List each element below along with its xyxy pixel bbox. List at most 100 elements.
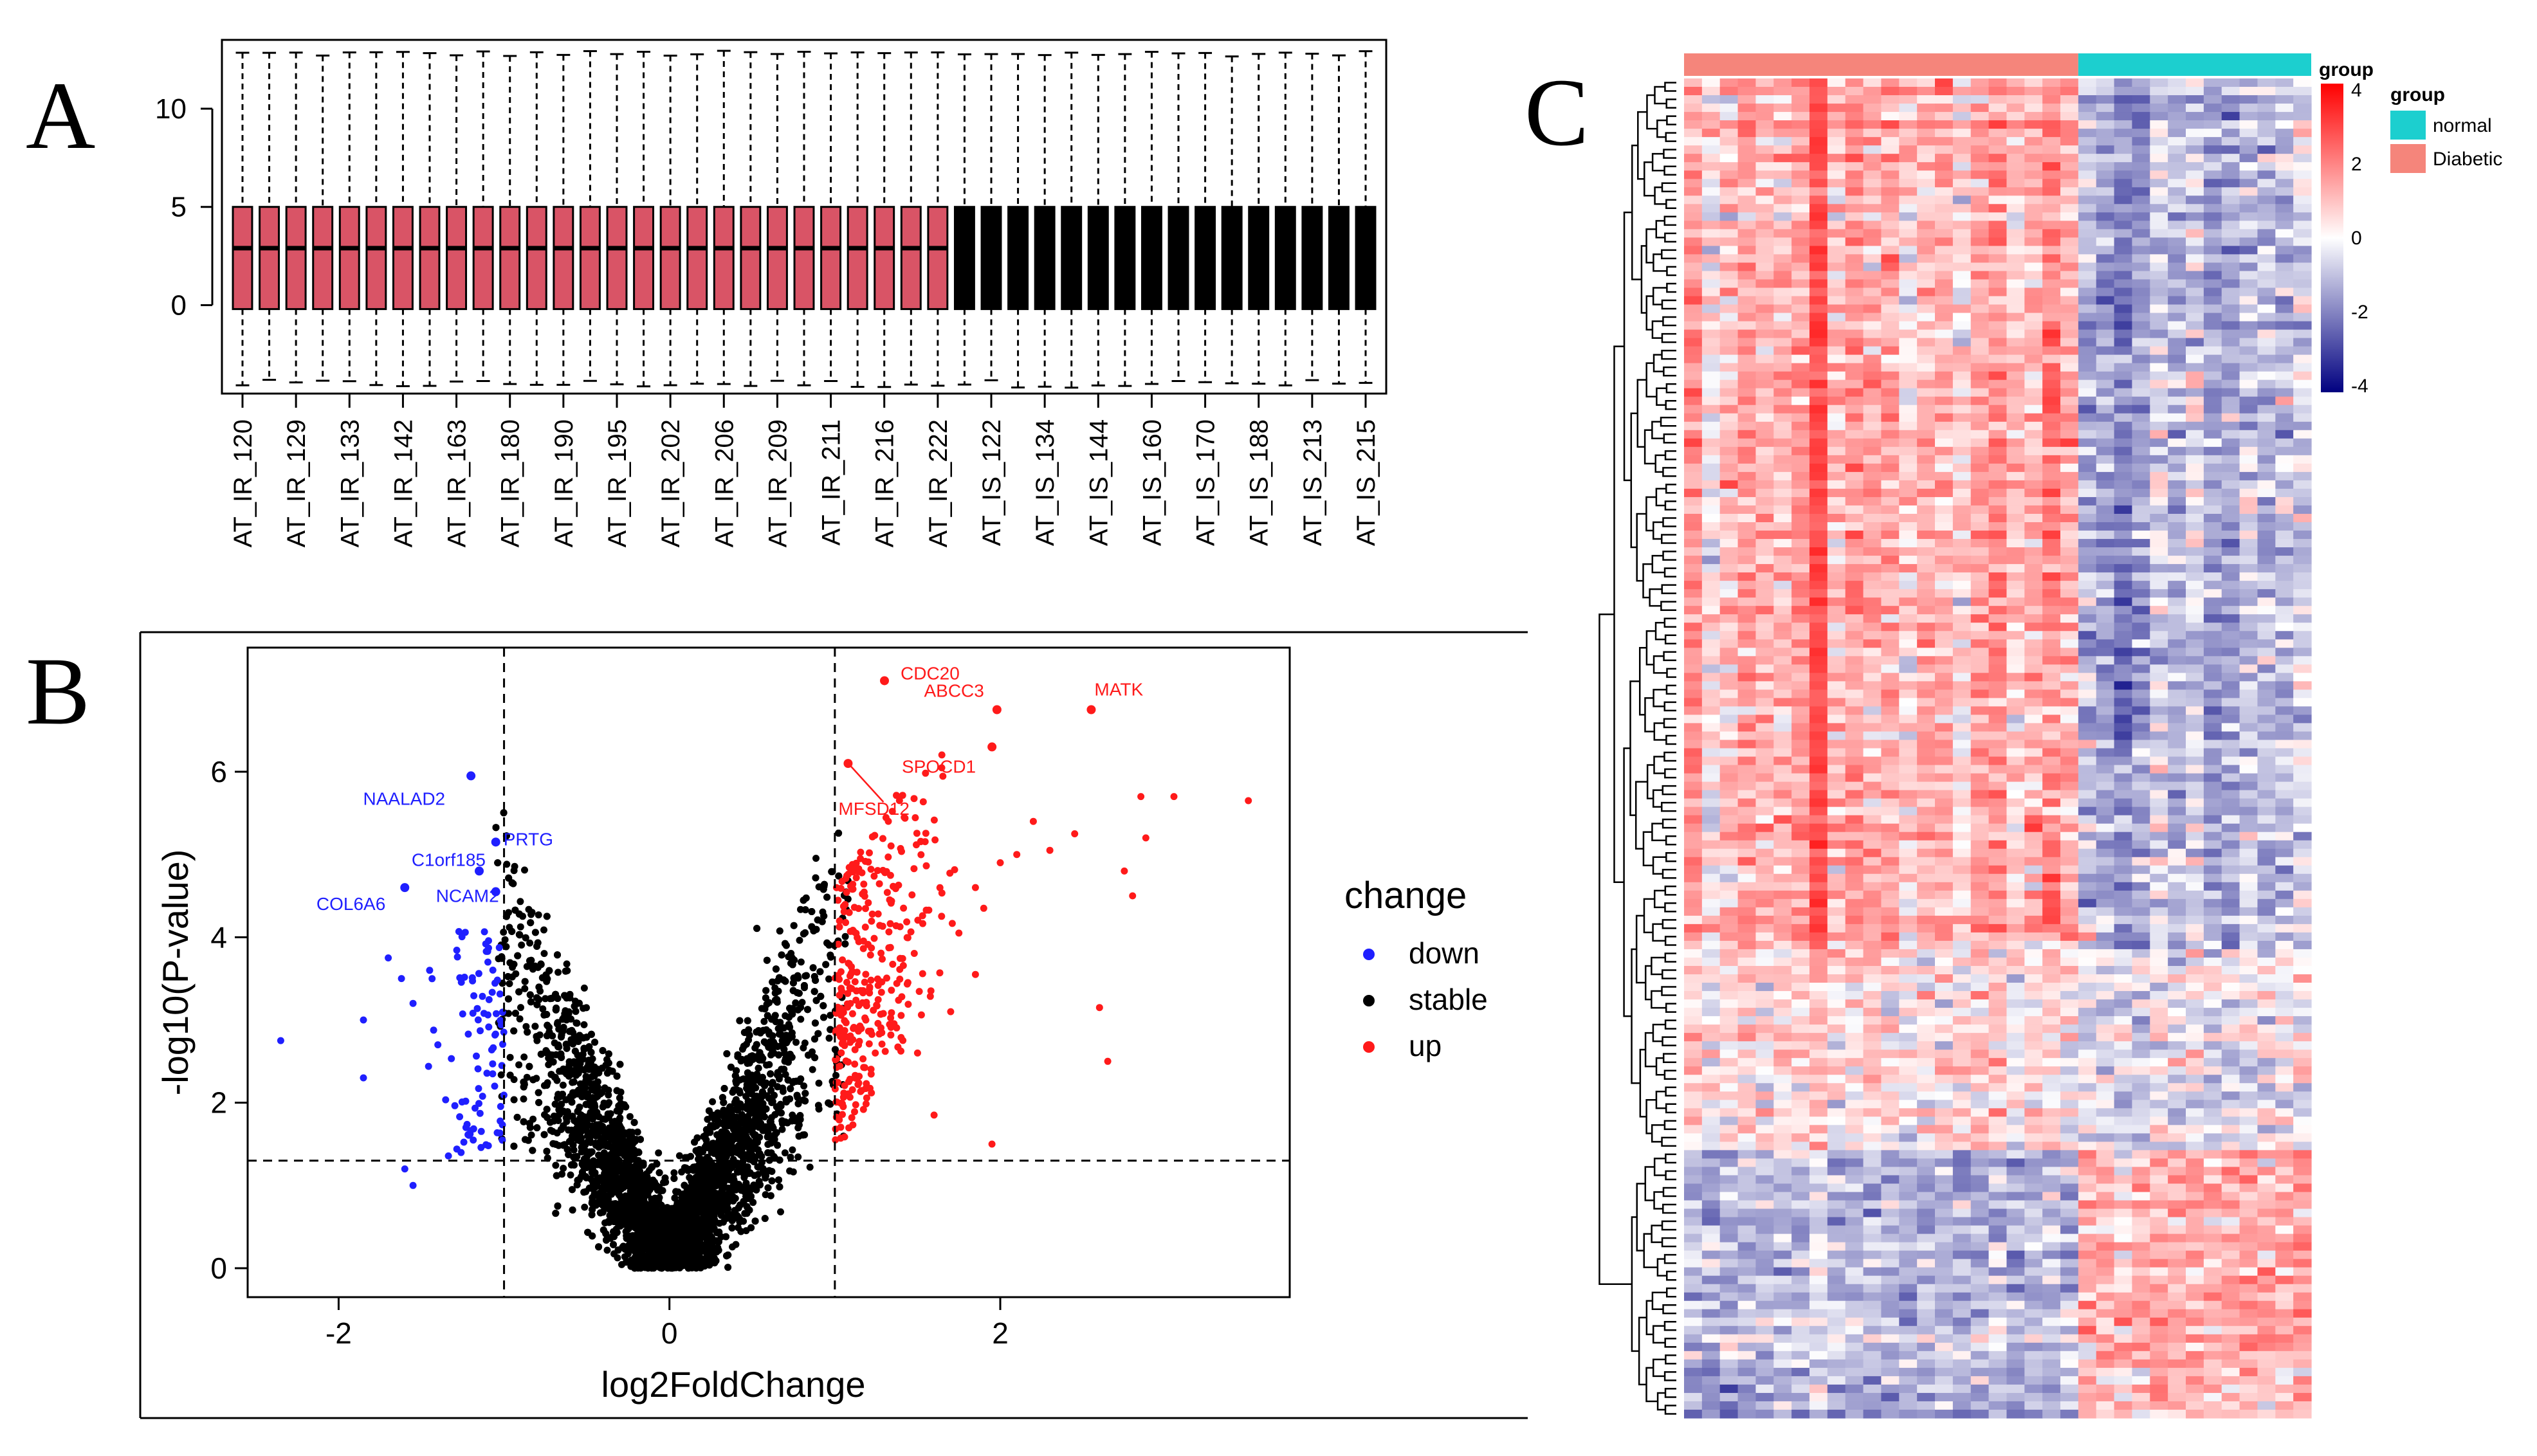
panel-a-box [259, 206, 280, 311]
panel-a-box [1007, 206, 1029, 311]
panel-a-x-tick-label: AT_IS_188 [1245, 419, 1274, 546]
panel-b-letter: B [26, 638, 90, 745]
panel-a-x-tick-label: AT_IR_206 [710, 419, 738, 547]
panel-a-x-tick-label: AT_IR_129 [282, 419, 311, 547]
panel-a-box [526, 206, 547, 311]
panel-a-box [766, 206, 788, 311]
panel-b-point [535, 911, 542, 919]
panel-b-point [580, 1021, 588, 1028]
panel-b-point [827, 1012, 834, 1019]
panel-b-point [806, 1163, 814, 1171]
panel-a-x-tick-labels: AT_IR_120 AT_IR_129 AT_IR_133 AT_IR_142 AT_I… [229, 394, 1380, 547]
panel-b-point [516, 1015, 524, 1023]
panel-b-point [841, 933, 849, 940]
panel-a-box [1087, 206, 1109, 311]
panel-a-box [553, 206, 574, 311]
panel-a-x-tick-label: AT_IR_222 [924, 419, 953, 547]
panel-b-point [542, 995, 549, 1003]
panel-a-box [446, 206, 468, 311]
panel-a-y-tick-label: 10 [155, 93, 187, 125]
panel-a-box [953, 206, 975, 311]
panel-a-box [1248, 206, 1270, 311]
panel-b-point [825, 975, 832, 983]
panel-b-point [540, 926, 547, 934]
panel-a-x-tick-label: AT_IR_209 [764, 419, 792, 547]
panel-b-point [580, 1005, 587, 1012]
panel-a-box [606, 206, 628, 311]
panel-a-box [1168, 206, 1189, 311]
panel-b-point [603, 1246, 611, 1254]
panel-b-point [567, 1171, 574, 1179]
panel-b-point [732, 1241, 740, 1248]
panel-a-box [1061, 206, 1083, 311]
panel-a-x-tick-label: AT_IR_202 [657, 419, 685, 547]
panel-a-x-tick-label: AT_IR_211 [818, 419, 846, 545]
panel-a-box [713, 206, 735, 311]
panel-b-point [521, 866, 528, 874]
panel-a-box [927, 206, 949, 311]
panel-b-point [762, 1191, 769, 1199]
panel-a-x-tick-label: AT_IS_215 [1352, 419, 1380, 546]
panel-b-point [655, 1149, 663, 1157]
panel-a-x-tick-label: AT_IR_142 [389, 419, 417, 547]
panel-b-point [580, 984, 588, 992]
panel-b-point [517, 898, 524, 905]
panel-b-point [520, 1053, 528, 1061]
panel-b-point [634, 1128, 641, 1136]
panel-a-x-tick-label: AT_IR_180 [497, 419, 525, 547]
panel-b-point [506, 1053, 514, 1061]
panel-a-box [820, 206, 842, 311]
panel-b-point [563, 960, 571, 968]
panel-a-box [1301, 206, 1323, 311]
panel-a-x-tick-label: AT_IS_170 [1192, 419, 1220, 546]
panel-b-point [560, 1165, 567, 1172]
panel-a-box [874, 206, 895, 311]
panel-b-point [794, 1153, 802, 1161]
panel-b-point [523, 1073, 531, 1081]
panel-b-point [800, 1082, 808, 1090]
panel-a-x-tick-label: AT_IS_134 [1031, 419, 1059, 546]
panel-a-boxes [232, 50, 1377, 389]
panel-b-point [521, 1136, 529, 1143]
panel-a-box [285, 206, 307, 311]
panel-b-point [777, 1208, 784, 1215]
panel-a-box [1274, 206, 1296, 311]
panel-a-box [900, 206, 922, 311]
panel-b-point [670, 1169, 678, 1177]
panel-b-point [559, 1081, 567, 1089]
panel-b-point [515, 1061, 523, 1069]
panel-a-x-tick-label: AT_IR_163 [443, 419, 472, 547]
panel-a-box [338, 206, 360, 311]
panel-b-point [510, 867, 518, 875]
panel-b-point [626, 1113, 634, 1120]
panel-a-box [312, 206, 334, 311]
panel-b-point [760, 1017, 768, 1025]
panel-a-x-tick-label: AT_IR_190 [550, 419, 578, 547]
panel-a-x-tick-label: AT_IS_213 [1299, 419, 1327, 546]
panel-a-box [686, 206, 708, 311]
panel-b-point [812, 855, 820, 862]
panel-b-plot-frame [246, 646, 1291, 1298]
panel-b-point [517, 1004, 524, 1012]
panel-b-points [277, 751, 1252, 1272]
panel-b-point [614, 1254, 621, 1262]
panel-b-point [540, 950, 548, 958]
panel-a-box [1195, 206, 1216, 311]
panel-a-frame [221, 39, 1388, 395]
panel-b-point [675, 1152, 683, 1160]
panel-a-box [1140, 206, 1162, 311]
panel-a-x-tick-label: AT_IR_195 [603, 419, 632, 547]
panel-b-point [517, 923, 524, 931]
panel-a-box [365, 206, 387, 311]
panel-a-box [980, 206, 1002, 311]
panel-b-point [789, 1146, 796, 1154]
panel-b-point [554, 969, 562, 976]
panel-b-point [797, 958, 805, 966]
panel-a-box [659, 206, 681, 311]
panel-a-box [1114, 206, 1136, 311]
panel-b-point [580, 1188, 588, 1196]
panel-b-point [768, 1099, 776, 1106]
